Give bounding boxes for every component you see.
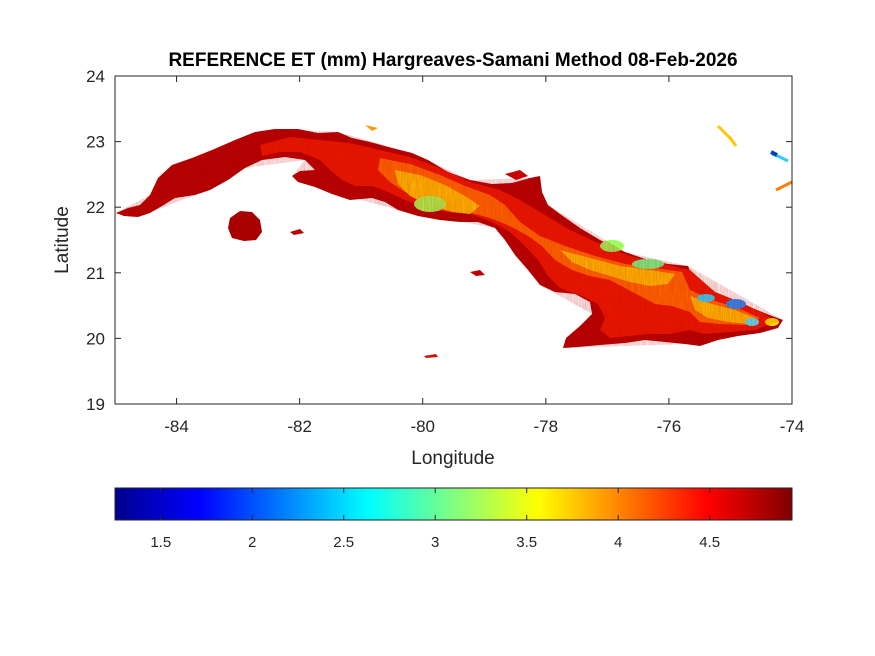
x-tick-label: -74 (780, 417, 805, 436)
y-tick-label: 21 (86, 264, 105, 283)
keys-central (505, 170, 528, 180)
plot-frame (114, 75, 793, 405)
y-tick-label: 20 (86, 329, 105, 348)
x-tick-label: -80 (410, 417, 435, 436)
keys-south (290, 229, 304, 235)
isla-de-la-juventud (228, 211, 262, 241)
y-tick-label: 23 (86, 133, 105, 152)
y-axis-label: Latitude (52, 206, 73, 274)
x-tick-label: -76 (657, 417, 682, 436)
map-plot-area: -84 -82 -80 -78 -76 -74 19 20 21 22 23 24 (86, 67, 804, 436)
colorbar-tick-label: 2.5 (333, 534, 354, 551)
colorbar-tick-label: 4 (614, 534, 622, 551)
colorbar-tick-label: 3.5 (516, 534, 537, 551)
et-raster (116, 124, 792, 358)
colorbar-ticks: 1.5 2 2.5 3 3.5 4 4.5 (150, 488, 720, 551)
x-axis-ticks: -84 -82 -80 -78 -76 -74 (164, 76, 804, 436)
island-ne-3 (770, 150, 778, 157)
keys-south-2 (424, 354, 438, 358)
keys-north (365, 125, 378, 131)
y-tick-label: 24 (86, 67, 105, 86)
y-tick-label: 19 (86, 395, 105, 414)
colorbar-tick-label: 4.5 (699, 534, 720, 551)
colorbar-tick-label: 1.5 (150, 534, 171, 551)
figure-title: REFERENCE ET (mm) Hargreaves-Samani Meth… (168, 50, 737, 71)
colorbar: 1.5 2 2.5 3 3.5 4 4.5 (114, 487, 793, 551)
x-tick-label: -82 (287, 417, 312, 436)
keys-southwest (470, 270, 485, 276)
x-tick-label: -78 (534, 417, 559, 436)
y-axis-ticks: 19 20 21 22 23 24 (86, 67, 792, 414)
x-tick-label: -84 (164, 417, 189, 436)
raster-texture (116, 129, 783, 348)
colorbar-tick-label: 3 (431, 534, 439, 551)
island-ne-1 (716, 124, 738, 147)
colorbar-tick-label: 2 (248, 534, 256, 551)
x-axis-label: Longitude (411, 448, 494, 469)
y-tick-label: 22 (86, 198, 105, 217)
plot-background (115, 76, 792, 404)
island-ne-4 (775, 180, 792, 192)
colorbar-gradient (114, 487, 793, 521)
